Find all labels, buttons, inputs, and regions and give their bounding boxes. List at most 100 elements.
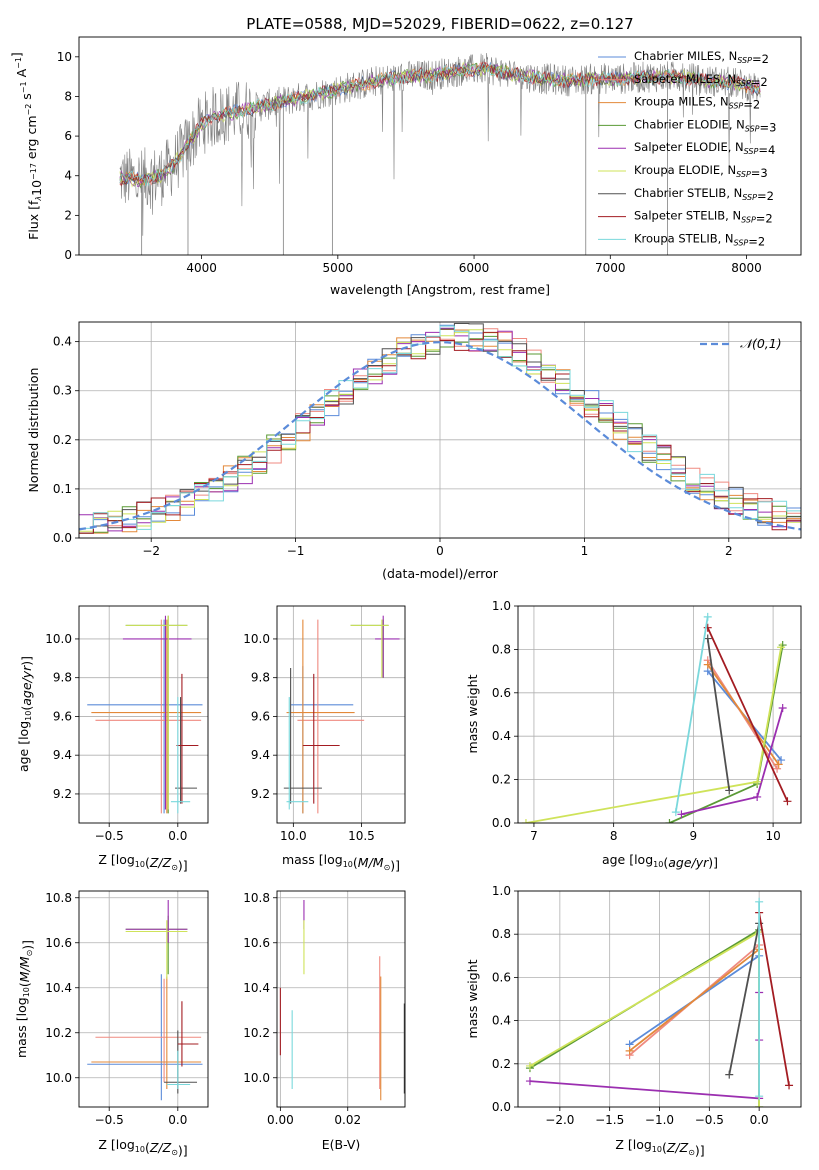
label-part: =2 — [751, 75, 768, 89]
legend-label: Kroupa ELODIE, NSSP=3 — [634, 163, 768, 180]
spectrum-axes: 4000 5000 6000 7000 8000 0 2 4 6 8 10 Chabrier MILE… — [9, 36, 802, 297]
y-tick-label: 9.4 — [251, 748, 270, 762]
x-tick-label: 0.02 — [334, 1113, 361, 1127]
x-axis-label: age [log10(age/yr)] — [602, 852, 718, 870]
x-tick-label: 0.0 — [168, 1113, 187, 1127]
y-tick-label: 1.0 — [492, 884, 511, 898]
label-part: 10 — [29, 180, 44, 196]
x-tick-label: 8000 — [731, 261, 762, 275]
label-part: SSP — [734, 238, 749, 247]
x-tick-label: 7000 — [595, 261, 626, 275]
label-part: =3 — [760, 120, 777, 134]
weight-line-3 — [529, 928, 760, 1107]
y-tick-label: 0.0 — [53, 531, 72, 545]
weight-marker — [778, 703, 787, 712]
y-tick-label: 4 — [64, 169, 72, 183]
label-part: wavelength [Angstrom, rest frame] — [330, 282, 550, 297]
axes-frame — [517, 605, 802, 824]
weight-marker — [753, 777, 762, 786]
x-tick-label: −2.0 — [545, 1113, 574, 1127]
weight-line-6 — [728, 923, 760, 1075]
axes-frame — [517, 890, 802, 1108]
y-tick-label: 0.4 — [492, 729, 511, 743]
model-fit-7 — [119, 61, 761, 187]
label-part: Chabrier MILES, N — [634, 49, 737, 63]
plot-area — [79, 323, 801, 534]
weight-marker — [703, 612, 712, 621]
weight-marker — [753, 792, 762, 801]
weight-marker — [755, 1092, 764, 1101]
model-fit-8 — [119, 62, 761, 187]
y-tick-label: 9.6 — [251, 709, 270, 723]
label-part: 10 — [653, 860, 663, 869]
y-tick-label: 9.2 — [251, 787, 270, 801]
x-axis-label: Z [log10(Z/Z⊙)] — [98, 852, 187, 873]
y-tick-label: 10.2 — [45, 1026, 72, 1040]
label-part: ⊙ — [688, 1148, 695, 1157]
histogram-7 — [79, 331, 801, 534]
label-part: =2 — [752, 52, 769, 66]
label-part: )] — [178, 858, 188, 873]
x-tick-label: −2 — [142, 544, 160, 558]
axes-frame — [276, 605, 406, 824]
weight-marker — [625, 1046, 634, 1055]
weight-marker — [525, 1061, 534, 1070]
y-tick-label: 10.4 — [45, 981, 72, 995]
figure-title: PLATE=0588, MJD=52029, FIBERID=0622, z=0… — [246, 15, 633, 33]
y-tick-label: 9.6 — [53, 709, 72, 723]
label-part: s — [19, 93, 34, 104]
y-tick-label: 9.8 — [53, 671, 72, 685]
x-tick-label: −1 — [287, 544, 305, 558]
label-part: 10 — [22, 987, 31, 997]
z-mass-axes: −0.5 0.010.010.210.410.610.8Z [log10(Z/Z⊙… — [14, 890, 209, 1158]
label-part: 10 — [135, 860, 145, 869]
x-tick-label: −1.0 — [645, 1113, 674, 1127]
label-part: SSP — [736, 79, 751, 88]
label-part: )] — [19, 656, 34, 666]
axes-frame — [78, 890, 209, 1108]
label-part: =2 — [757, 189, 774, 203]
weight-marker — [725, 786, 734, 795]
y-tick-label: 0.0 — [492, 816, 511, 830]
label-part: ( — [353, 855, 358, 870]
x-tick-label: −1.5 — [595, 1113, 624, 1127]
x-tick-label: 9 — [690, 829, 698, 843]
y-axis-label: Normed distribution — [26, 368, 41, 493]
weight-marker — [778, 641, 787, 650]
label-part: λ — [34, 196, 43, 202]
x-axis-label: E(B-V) — [322, 1137, 361, 1152]
y-tick-label: 0.3 — [53, 384, 72, 398]
weight-line-7 — [758, 912, 790, 1086]
y-tick-label: 0.4 — [492, 1014, 511, 1028]
y-tick-label: 0.1 — [53, 482, 72, 496]
y-tick-label: 0.8 — [492, 927, 511, 941]
label-part: )] — [178, 1143, 188, 1158]
label-part: ( — [662, 1140, 667, 1155]
label-part: 10 — [135, 1145, 145, 1154]
weight-marker — [785, 1081, 794, 1090]
x-axis-label: wavelength [Angstrom, rest frame] — [330, 282, 550, 297]
plot-area — [525, 897, 794, 1107]
weight-marker — [725, 1070, 734, 1079]
x-tick-label: 7 — [530, 829, 538, 843]
y-tick-label: 0.6 — [492, 686, 511, 700]
y-tick-label: 2 — [64, 208, 72, 222]
label-part: ( — [145, 1140, 150, 1155]
label-part: mass [log — [14, 997, 29, 1058]
x-axis-label: Z [log10(Z/Z⊙)] — [98, 1137, 187, 1158]
label-part: Salpeter MILES, N — [634, 72, 736, 86]
x-tick-label: 6000 — [459, 261, 490, 275]
label-part: Chabrier STELIB, N — [634, 186, 742, 200]
label-part: =2 — [743, 98, 760, 112]
label-part: )] — [20, 940, 35, 950]
y-tick-label: 9.2 — [53, 787, 72, 801]
y-axis-label: age [log10(age/yr)] — [16, 656, 34, 772]
label-part: −1 — [19, 81, 28, 93]
y-tick-label: 0.0 — [492, 1100, 511, 1114]
label-part: Z/Z — [149, 855, 172, 870]
x-tick-label: 10 — [765, 829, 780, 843]
label-part: Chabrier ELODIE, N — [634, 117, 745, 131]
y-axis-label: mass [log10(M/M⊙)] — [14, 940, 35, 1058]
y-tick-label: 0.8 — [492, 642, 511, 656]
y-tick-label: 10.6 — [243, 936, 270, 950]
